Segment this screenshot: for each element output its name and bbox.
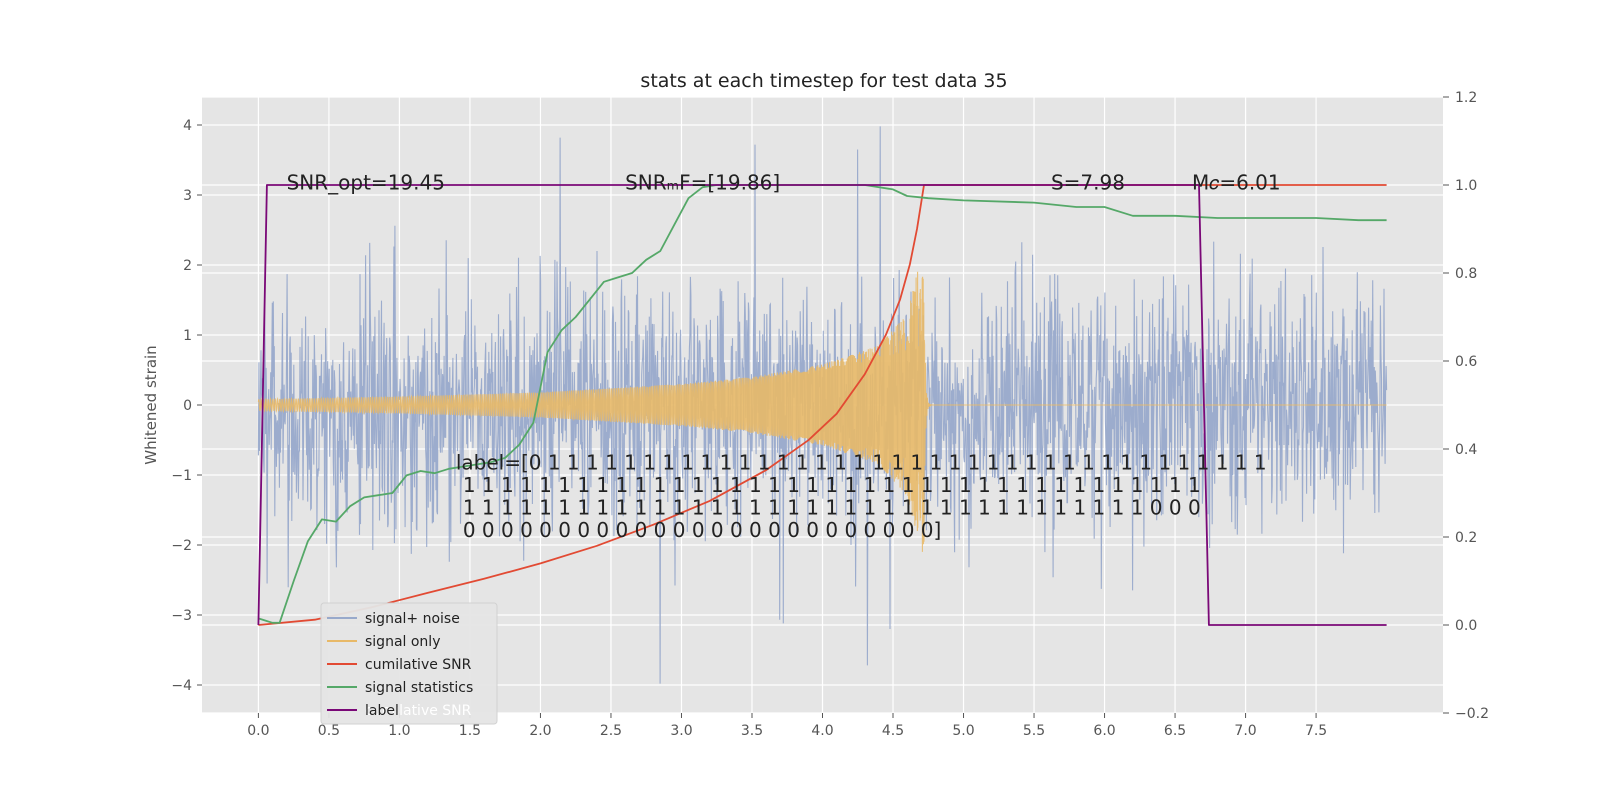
legend-entry-label: signal+ noise xyxy=(365,611,460,627)
y2-tick-label: 0.8 xyxy=(1455,266,1477,282)
x-tick-label: 6.5 xyxy=(1164,723,1186,739)
x-tick-label: 7.0 xyxy=(1234,723,1256,739)
x-tick-label: 5.0 xyxy=(952,723,974,739)
y-tick-label: 0 xyxy=(183,398,192,414)
x-tick-label: 3.5 xyxy=(741,723,763,739)
label-array-text: label=[0 1 1 1 1 1 1 1 1 1 1 1 1 1 1 1 1… xyxy=(456,450,1267,474)
label-array-text: 0 0 0 0 0 0 0 0 0 0 0 0 0 0 0 0 0 0 0 0 … xyxy=(463,518,942,542)
x-tick-label: 0.5 xyxy=(318,723,340,739)
stat-annotation: S=7.98 xyxy=(1051,171,1125,195)
x-tick-label: 2.0 xyxy=(529,723,551,739)
y-axis-label: Whitened strain xyxy=(142,345,160,464)
y-tick-label: −3 xyxy=(171,608,192,624)
legend-entry-label: label xyxy=(365,703,399,719)
x-tick-label: 5.5 xyxy=(1023,723,1045,739)
legend: cumilative SNR signal+ noise signal only cu… xyxy=(320,602,498,725)
y2-tick-label: −0.2 xyxy=(1455,706,1489,722)
stat-annotation: SNRₘF=[19.86] xyxy=(625,171,780,195)
legend-box xyxy=(320,602,498,725)
y2-tick-label: 0.6 xyxy=(1455,354,1477,370)
y2-tick-label: 0.4 xyxy=(1455,442,1477,458)
series-signal-only-line xyxy=(257,271,1387,552)
y2-tick-label: 0.0 xyxy=(1455,618,1477,634)
y-tick-label: 4 xyxy=(183,118,192,134)
x-tick-label: 1.0 xyxy=(388,723,410,739)
y2-tick-label: 0.2 xyxy=(1455,530,1477,546)
x-tick-label: 1.5 xyxy=(459,723,481,739)
label-array-text: 1 1 1 1 1 1 1 1 1 1 1 1 1 1 1 1 1 1 1 1 … xyxy=(463,495,1201,519)
x-tick-label: 0.0 xyxy=(247,723,269,739)
stat-annotation: M𝑐=6.01 xyxy=(1192,171,1281,195)
legend-entry-label: cumilative SNR xyxy=(365,657,472,673)
y-tick-label: −4 xyxy=(171,678,192,694)
legend-entry-label: signal only xyxy=(365,634,440,650)
y2-tick-label: 1.0 xyxy=(1455,178,1477,194)
stat-annotation: SNR_opt=19.45 xyxy=(287,171,445,195)
y2-tick-label: 1.2 xyxy=(1455,90,1477,106)
series-label-line xyxy=(257,184,1387,626)
y-tick-label: 3 xyxy=(183,188,192,204)
legend-ghost-text: cumilative SNR xyxy=(365,703,472,719)
y-tick-label: 1 xyxy=(183,328,192,344)
series-signal-statistics-line xyxy=(258,184,1387,624)
x-tick-label: 4.0 xyxy=(811,723,833,739)
x-tick-label: 4.5 xyxy=(882,723,904,739)
chart-title: stats at each timestep for test data 35 xyxy=(640,70,1007,92)
y-tick-label: −2 xyxy=(171,538,192,554)
legend-entry-label: signal statistics xyxy=(365,680,473,696)
x-tick-label: 3.0 xyxy=(670,723,692,739)
series-cumilative-snr-line xyxy=(258,184,1387,626)
x-tick-label: 7.5 xyxy=(1305,723,1327,739)
x-tick-label: 6.0 xyxy=(1093,723,1115,739)
label-array-text: 1 1 1 1 1 1 1 1 1 1 1 1 1 1 1 1 1 1 1 1 … xyxy=(463,473,1201,497)
x-tick-label: 2.5 xyxy=(600,723,622,739)
plot-area: 0.0 0.5 1.0 1.5 2.0 2.5 3.0 3.5 4.0 4.5 5.0 5.5 6.0 6… xyxy=(142,90,1489,739)
y-tick-label: 2 xyxy=(183,258,192,274)
axes: 0.0 0.5 1.0 1.5 2.0 2.5 3.0 3.5 4.0 4.5 5.0 5.5 6.0 6… xyxy=(142,90,1489,739)
y-tick-label: −1 xyxy=(171,468,192,484)
